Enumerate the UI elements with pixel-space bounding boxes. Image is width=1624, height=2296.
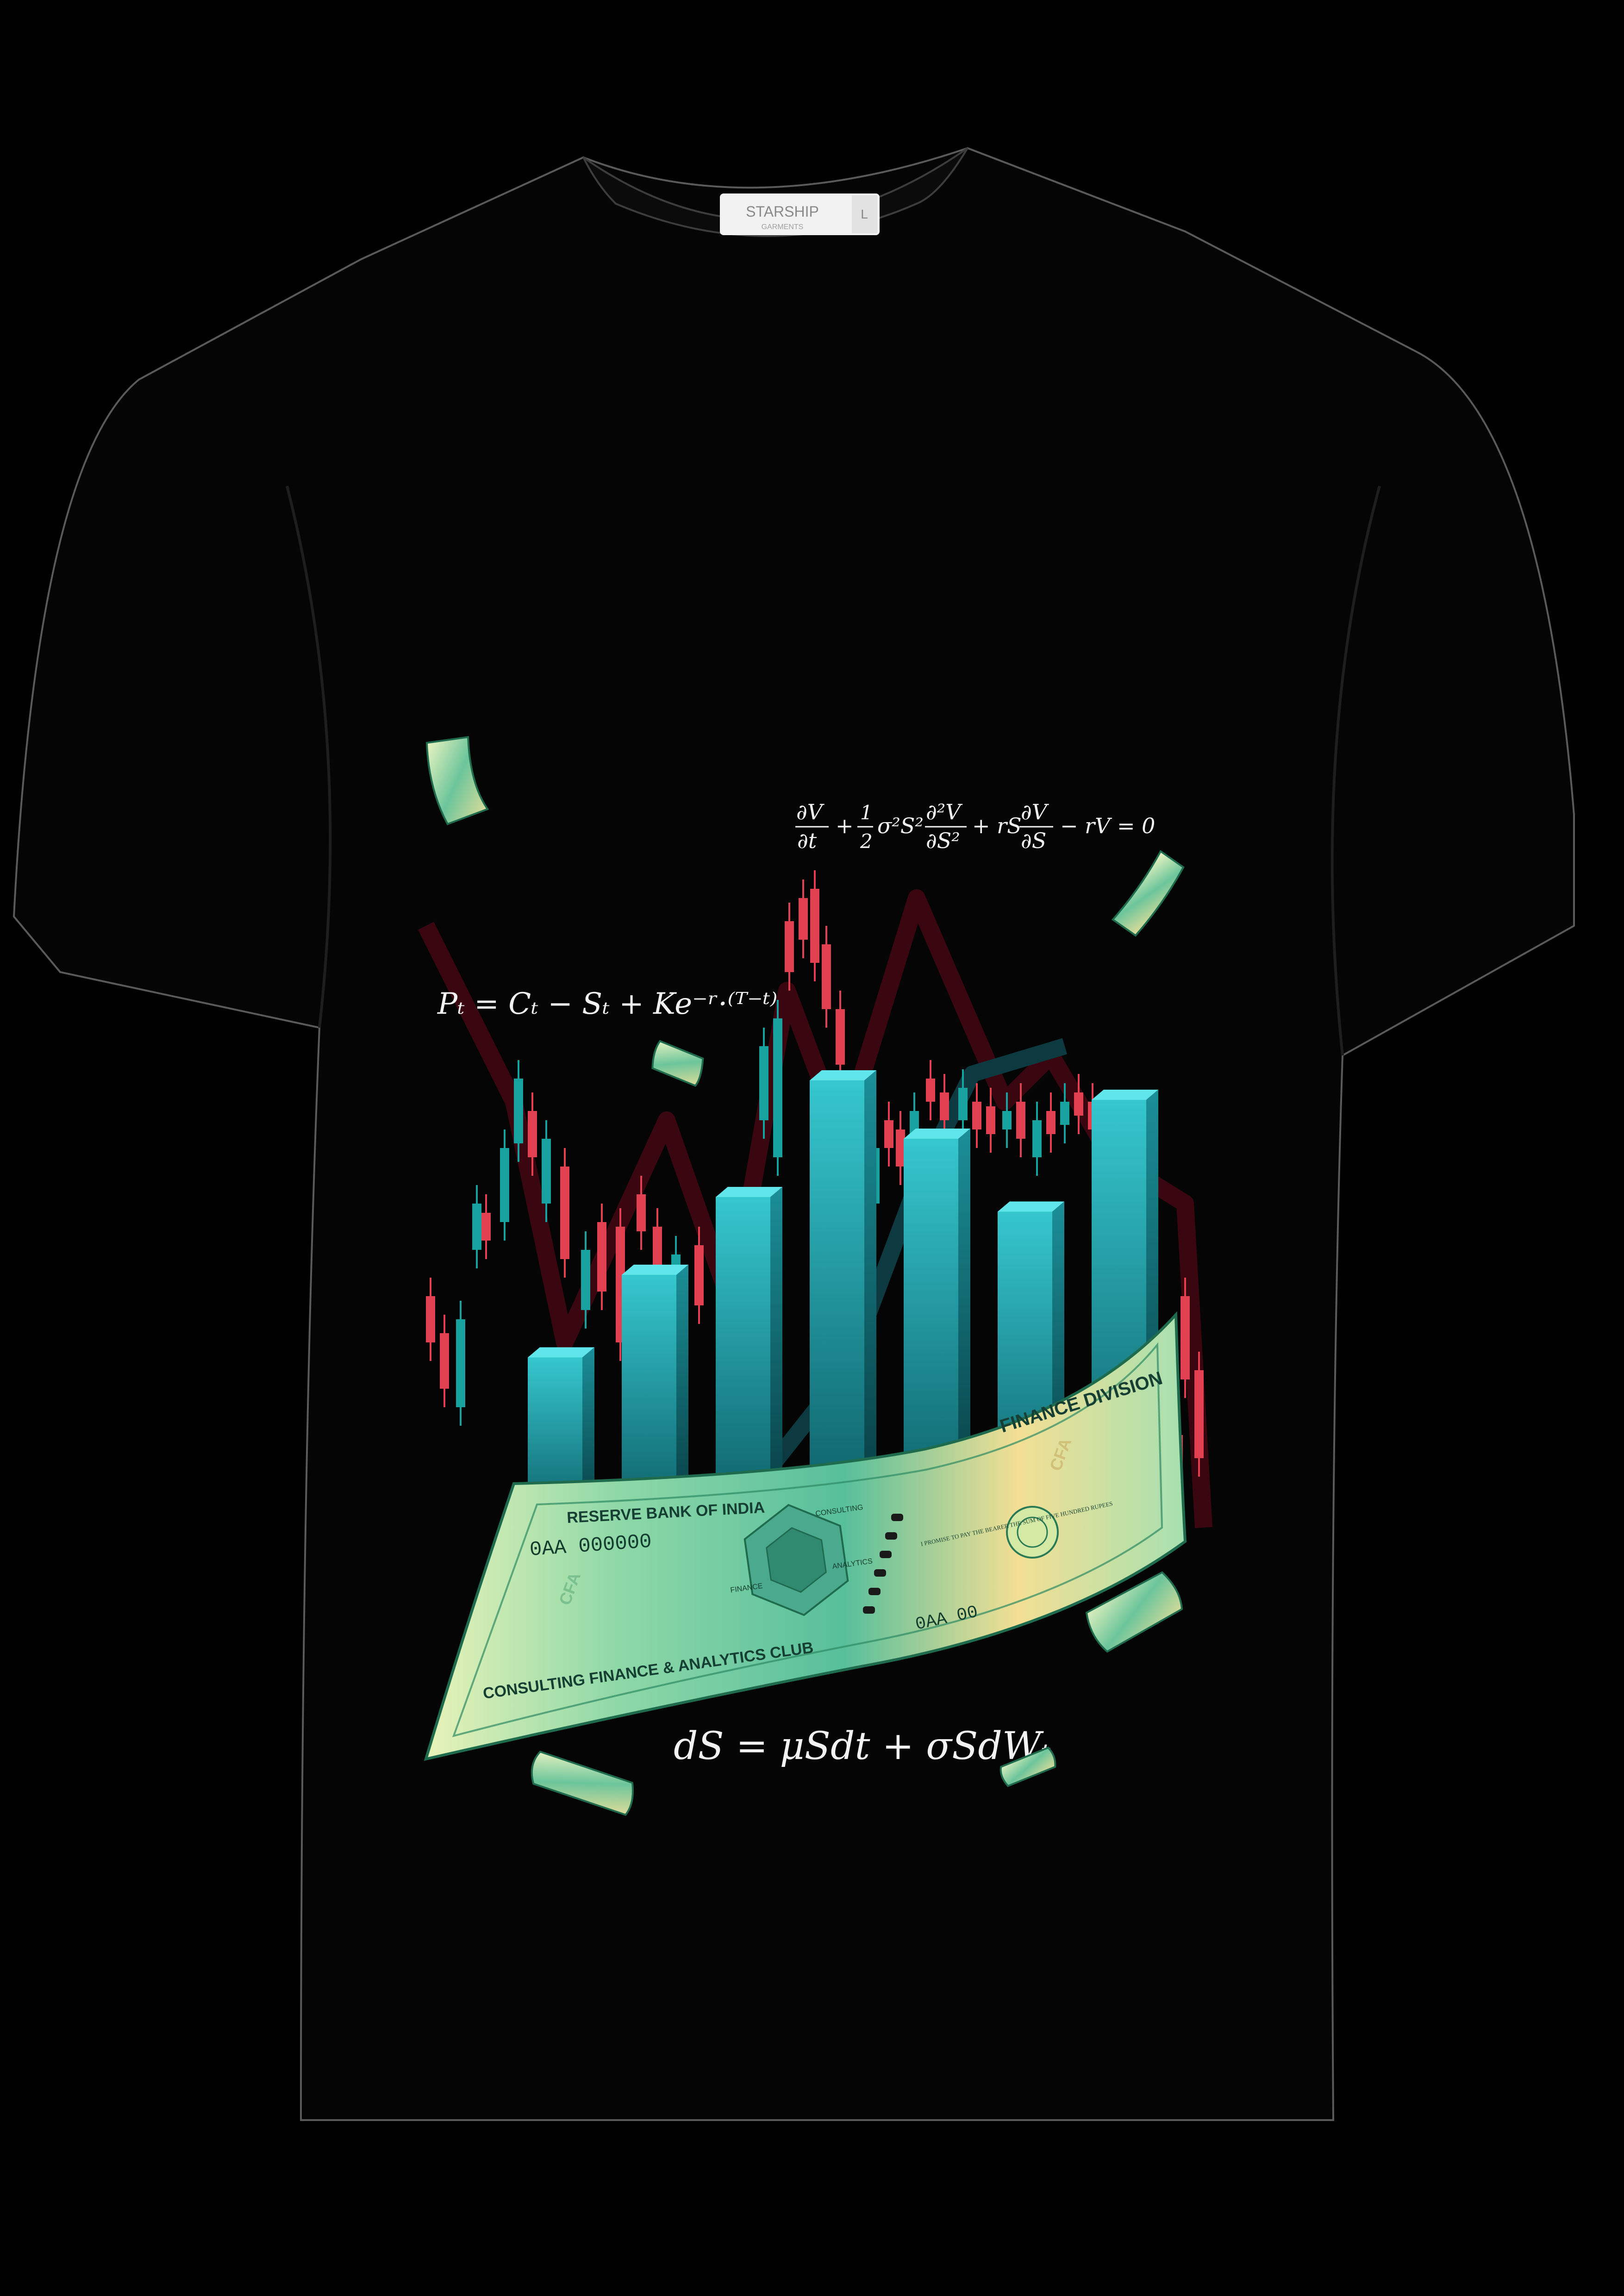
put-call-parity-equation: Pₜ = Cₜ − Sₜ + Ke⁻ʳ·⁽ᵀ⁻ᵗ⁾ [437, 987, 777, 1021]
flying-note-middle [651, 1040, 704, 1087]
candle-34 [986, 1088, 995, 1153]
candle-30 [926, 1060, 935, 1120]
candle-35 [1002, 1092, 1012, 1148]
svg-text:+: + [836, 813, 854, 838]
candle-19 [773, 1000, 782, 1176]
candle-1 [426, 1278, 435, 1361]
candle-11 [581, 1231, 590, 1329]
candle-33 [972, 1083, 981, 1148]
candle-8 [528, 1092, 537, 1176]
flying-note-bottom-right [999, 1747, 1056, 1787]
candle-2 [440, 1315, 449, 1407]
svg-text:∂²V: ∂²V [926, 799, 963, 824]
emblem-seal [1006, 1506, 1059, 1559]
candle-36 [1016, 1083, 1025, 1157]
candle-46 [1194, 1352, 1204, 1477]
candle-38 [1046, 1092, 1056, 1153]
bs-dv-dt-num: ∂V [796, 799, 825, 824]
candle-23 [822, 926, 831, 1028]
candle-17 [694, 1227, 704, 1324]
candle-28 [896, 1111, 905, 1185]
candle-22 [810, 870, 819, 981]
neck-label: STARSHIP GARMENTS L [720, 193, 880, 235]
left-sleeve-seam [286, 486, 332, 1028]
candle-12 [597, 1204, 606, 1310]
candle-4 [472, 1185, 481, 1268]
candle-45 [1181, 1278, 1190, 1398]
candle-5 [481, 1194, 491, 1259]
candle-3 [456, 1301, 465, 1426]
candle-7 [514, 1060, 523, 1162]
black-scholes-equation: ∂V ∂t + 1 2 σ²S² ∂²V ∂S² + rS ∂V ∂S − rV… [795, 799, 1155, 853]
gbm-equation: dS = μSdt + σSdWₜ [674, 1724, 1050, 1768]
svg-text:2: 2 [860, 830, 873, 853]
label-size: L [861, 207, 868, 221]
svg-text:∂V: ∂V [1021, 799, 1049, 824]
flying-note-top-right [1111, 850, 1185, 937]
candle-21 [799, 880, 808, 958]
bs-dv-dt-den: ∂t [797, 828, 817, 853]
bar-4 [810, 1070, 876, 1528]
svg-text:− rV = 0: − rV = 0 [1060, 813, 1155, 838]
candle-14 [637, 1176, 646, 1250]
candle-39 [1060, 1083, 1069, 1143]
candle-9 [542, 1120, 551, 1222]
flying-note-bottom-left [531, 1750, 634, 1816]
svg-text:∂S²: ∂S² [926, 828, 960, 853]
candle-40 [1074, 1074, 1083, 1134]
candle-32 [958, 1069, 968, 1139]
candle-31 [940, 1074, 949, 1139]
candle-6 [500, 1129, 509, 1241]
candle-10 [560, 1148, 569, 1278]
candle-18 [759, 1028, 768, 1139]
candle-24 [836, 991, 845, 1083]
svg-text:1: 1 [860, 801, 873, 824]
right-sleeve-seam [1330, 486, 1381, 1056]
candle-27 [884, 1102, 893, 1167]
candle-37 [1032, 1102, 1042, 1176]
svg-text:∂S: ∂S [1021, 828, 1046, 853]
svg-text:σ²S²: σ²S² [877, 813, 924, 838]
candle-20 [785, 903, 794, 991]
banknote: CONSULTING FINANCE ANALYTICS RESERVE BAN… [424, 1311, 1187, 1761]
flying-note-top-left [425, 736, 489, 825]
label-sub: GARMENTS [762, 223, 804, 231]
svg-text:+ rS: + rS [972, 813, 1022, 838]
label-brand: STARSHIP [746, 203, 819, 220]
security-thread [863, 1514, 903, 1614]
tshirt-body [12, 147, 1575, 2121]
flying-note-right [1085, 1571, 1183, 1653]
